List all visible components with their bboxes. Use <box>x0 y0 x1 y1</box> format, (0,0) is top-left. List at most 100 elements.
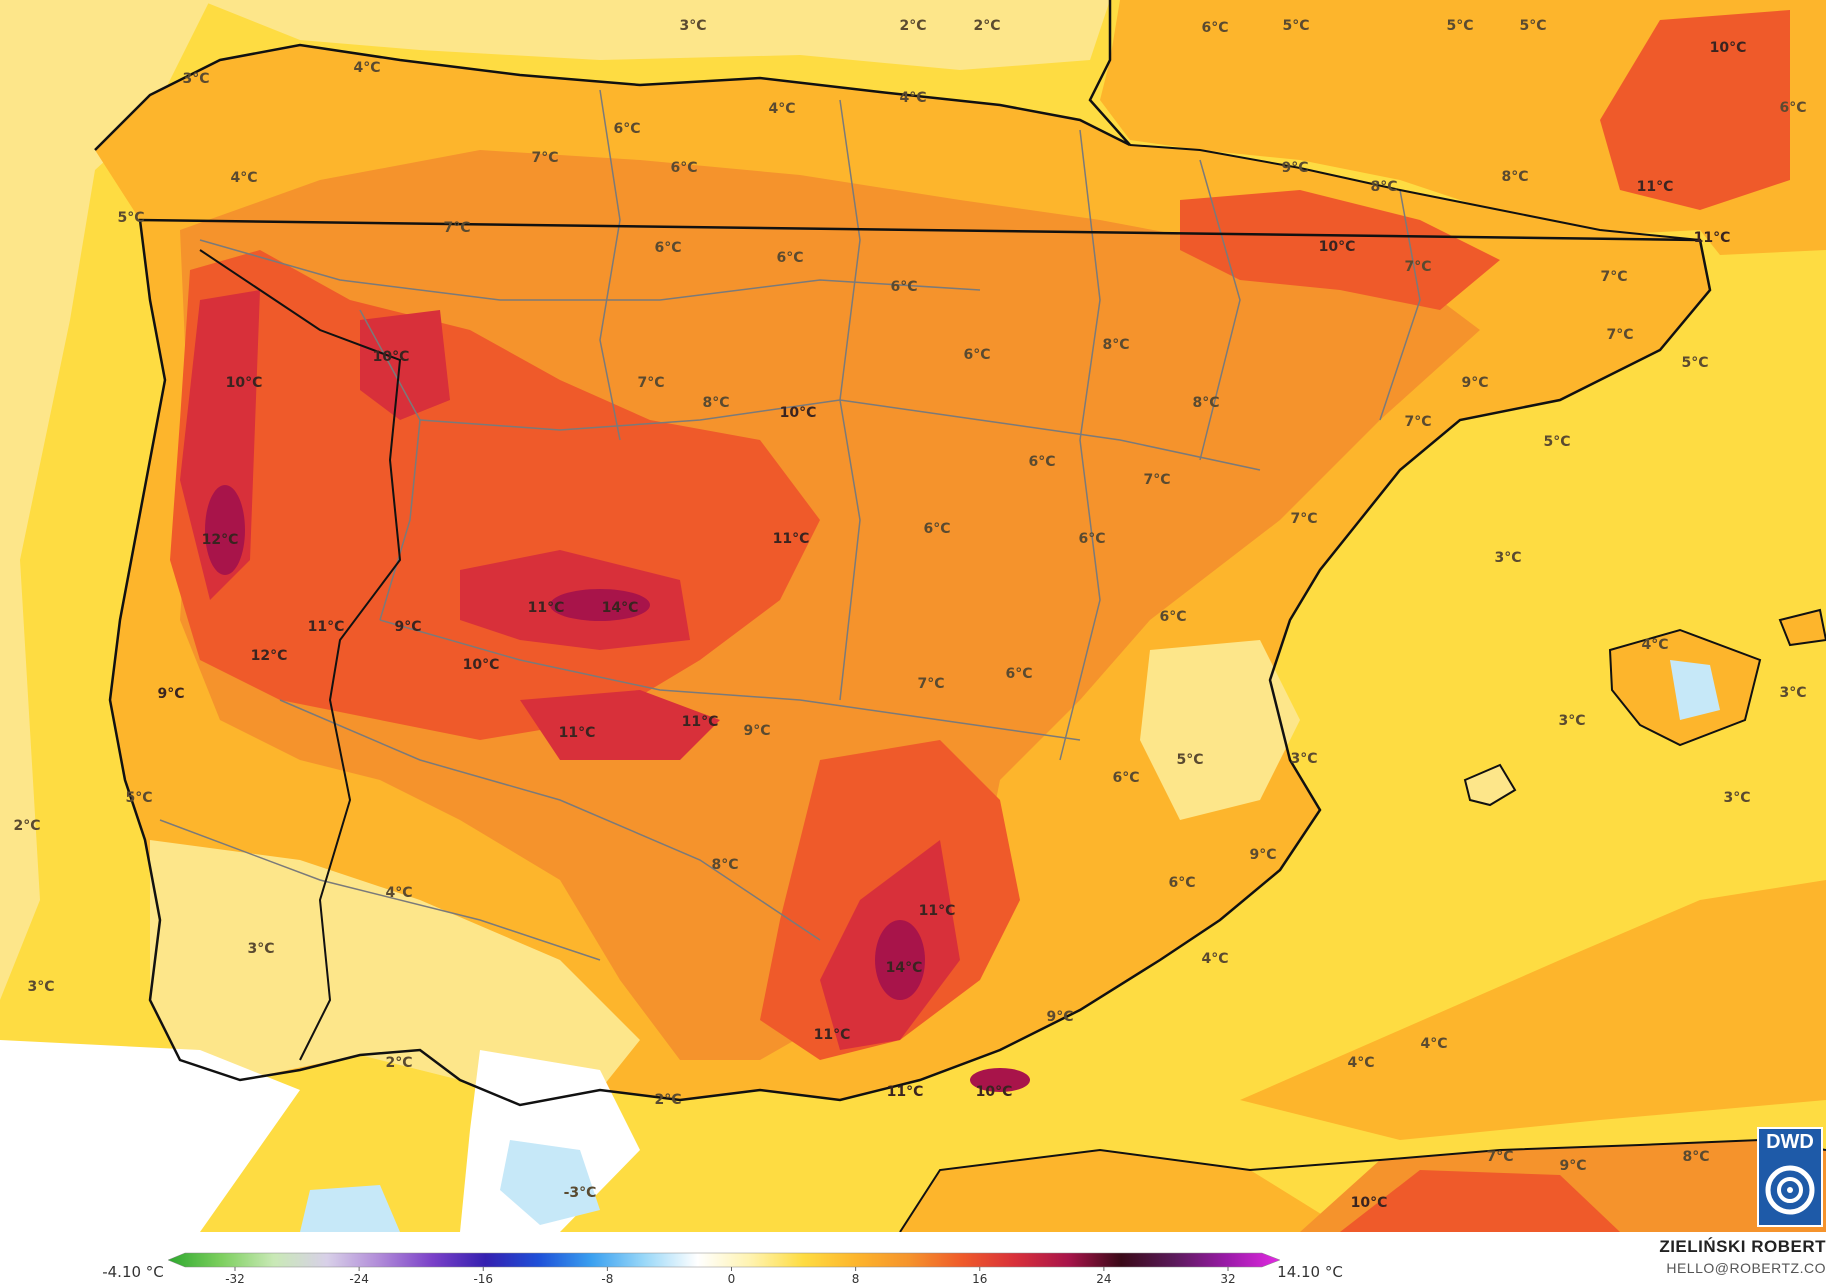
temp-label: 6°C <box>1078 531 1105 547</box>
temp-label: 8°C <box>1102 337 1129 353</box>
cool-zone-east-coast <box>1140 640 1300 820</box>
temp-label: 4°C <box>353 60 380 76</box>
temp-label: 3°C <box>27 979 54 995</box>
legend-tick-label: 16 <box>972 1272 987 1286</box>
ibiza <box>1463 763 1517 807</box>
temp-label: 8°C <box>1682 1149 1709 1165</box>
temp-label: 10°C <box>976 1084 1013 1100</box>
legend-colorbar: -4.10 °C 14.10 °C -32 -24 -16 -8 0 8 16 24 32 <box>102 1252 1343 1286</box>
temp-label: 4°C <box>1420 1036 1447 1052</box>
temp-label: 10°C <box>1351 1195 1388 1211</box>
legend-gradient <box>167 1252 1281 1268</box>
temp-label: 5°C <box>125 790 152 806</box>
temp-label: 11°C <box>814 1027 851 1043</box>
temp-label: 8°C <box>1370 179 1397 195</box>
temp-label: 10°C <box>226 375 263 391</box>
temp-label: 3°C <box>1290 751 1317 767</box>
temp-label: 10°C <box>373 349 410 365</box>
temp-label: 4°C <box>385 885 412 901</box>
temp-label: 6°C <box>1201 20 1228 36</box>
cold-blue-cadiz <box>500 1140 600 1225</box>
temp-label: 6°C <box>670 160 697 176</box>
temp-label: 6°C <box>654 240 681 256</box>
temp-label: 4°C <box>1347 1055 1374 1071</box>
author-credit: ZIELIŃSKI ROBERT <box>1659 1237 1826 1256</box>
temperature-map: 3°C 2°C 2°C 6°C 5°C 5°C 5°C 10°C 6°C 3°C… <box>0 0 1826 1232</box>
menorca <box>1778 608 1826 647</box>
temp-label: 11°C <box>682 714 719 730</box>
temp-label: 6°C <box>890 279 917 295</box>
hottest-core-4 <box>970 1068 1030 1092</box>
temp-label: 7°C <box>917 676 944 692</box>
spain-france-border <box>1129 144 1701 241</box>
temp-label: 2°C <box>654 1092 681 1108</box>
province-borders <box>159 89 1421 961</box>
temp-label: 11°C <box>887 1084 924 1100</box>
dwd-logo: DWD <box>1757 1127 1823 1227</box>
temp-label: 4°C <box>768 101 795 117</box>
temp-label: 10°C <box>1710 40 1747 56</box>
legend-tick-label: 8 <box>852 1272 860 1286</box>
temp-label: 11°C <box>308 619 345 635</box>
temp-label: 5°C <box>1282 18 1309 34</box>
temp-label: 8°C <box>1501 169 1528 185</box>
legend-ticks: -32 -24 -16 -8 0 8 16 24 32 <box>225 1267 1236 1286</box>
atlantic-cool-sea-north <box>200 0 1110 70</box>
temp-label: 3°C <box>679 18 706 34</box>
temp-label: 5°C <box>1446 18 1473 34</box>
temp-label: 6°C <box>963 347 990 363</box>
temp-label: 4°C <box>1641 637 1668 653</box>
temp-label: 6°C <box>776 250 803 266</box>
temp-label: 3°C <box>1558 713 1585 729</box>
temp-label: 11°C <box>528 600 565 616</box>
legend-tick-label: -32 <box>225 1272 245 1286</box>
mallorca-cold <box>1670 660 1720 720</box>
legend-tick-label: -16 <box>473 1272 493 1286</box>
temp-label: 6°C <box>1779 100 1806 116</box>
africa-land <box>900 1150 1350 1232</box>
temp-label: 4°C <box>1201 951 1228 967</box>
temp-label: 5°C <box>1543 434 1570 450</box>
temp-label: 3°C <box>1723 790 1750 806</box>
africa-east-hot <box>1340 1170 1620 1232</box>
temp-label: 6°C <box>923 521 950 537</box>
temp-label: 7°C <box>637 375 664 391</box>
temp-label: 9°C <box>743 723 770 739</box>
temp-label: 9°C <box>1559 1158 1586 1174</box>
temp-label: 9°C <box>1461 375 1488 391</box>
hottest-core-3 <box>875 920 925 1000</box>
temp-label: 11°C <box>919 903 956 919</box>
temp-label: 7°C <box>443 220 470 236</box>
cold-zone-guadalquivir <box>0 1040 300 1232</box>
temp-label: 5°C <box>1519 18 1546 34</box>
temp-label: 2°C <box>13 818 40 834</box>
temperature-labels: 3°C 2°C 2°C 6°C 5°C 5°C 5°C 10°C 6°C 3°C… <box>13 18 1806 1211</box>
temp-label: 9°C <box>1249 847 1276 863</box>
temp-label: 7°C <box>531 150 558 166</box>
temp-label: 4°C <box>230 170 257 186</box>
temp-label: 3°C <box>247 941 274 957</box>
temp-label: 6°C <box>613 121 640 137</box>
cold-blue-south <box>300 1185 400 1232</box>
temp-label: 5°C <box>1176 752 1203 768</box>
dwd-logo-text: DWD <box>1766 1131 1814 1153</box>
temp-label: 5°C <box>1681 355 1708 371</box>
temp-label: 9°C <box>1281 160 1308 176</box>
legend-tick-label: 0 <box>728 1272 736 1286</box>
temp-label: 11°C <box>773 531 810 547</box>
temp-label: 14°C <box>886 960 923 976</box>
temp-label: 7°C <box>1606 327 1633 343</box>
cool-zone-southwest <box>150 840 640 1105</box>
temp-label: -3°C <box>564 1185 597 1201</box>
legend-tick-label: -8 <box>601 1272 613 1286</box>
temp-label: 14°C <box>602 600 639 616</box>
temp-label: 12°C <box>202 532 239 548</box>
hotter-zone-2 <box>360 310 450 420</box>
temp-label: 12°C <box>251 648 288 664</box>
temp-label: 3°C <box>1494 550 1521 566</box>
coastline <box>94 43 1712 1107</box>
legend-min-label: -4.10 °C <box>102 1263 164 1281</box>
temp-label: 7°C <box>1600 269 1627 285</box>
temp-label: 7°C <box>1486 1149 1513 1165</box>
temp-label: 11°C <box>559 725 596 741</box>
